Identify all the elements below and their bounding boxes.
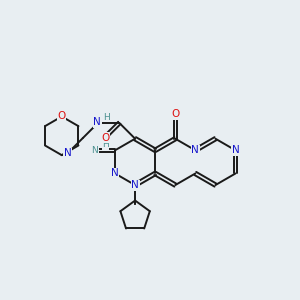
Text: N: N: [94, 117, 101, 128]
Text: N: N: [232, 145, 239, 155]
Text: N: N: [111, 169, 119, 178]
Text: H: H: [103, 112, 110, 122]
Text: N: N: [191, 145, 199, 155]
Text: N: N: [92, 146, 98, 155]
Text: H: H: [102, 140, 109, 149]
Text: O: O: [101, 133, 110, 142]
Text: N: N: [131, 180, 139, 190]
Text: O: O: [58, 112, 66, 122]
Text: N: N: [64, 148, 72, 158]
Text: O: O: [171, 109, 179, 119]
